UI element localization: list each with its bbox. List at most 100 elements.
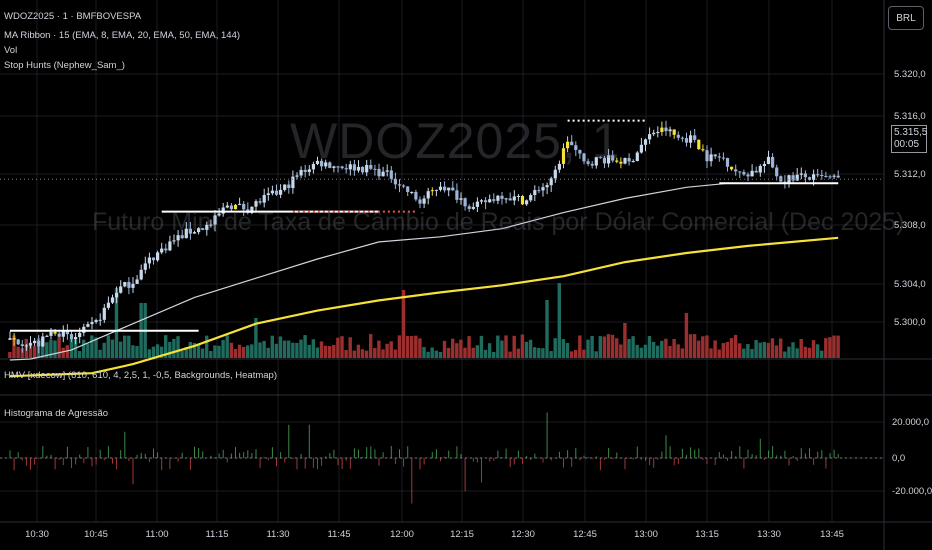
volume-bar — [340, 336, 344, 358]
volume-bar — [16, 346, 20, 358]
candle-body — [758, 166, 762, 173]
volume-bar — [639, 347, 643, 358]
volume-bar — [131, 345, 135, 358]
time-tick-label: 11:45 — [327, 529, 350, 540]
candle-body — [607, 155, 611, 164]
volume-bar — [373, 348, 377, 358]
candle-body — [217, 213, 221, 216]
volume-bar — [336, 337, 340, 358]
candle-body — [635, 152, 639, 162]
volume-bar — [332, 344, 336, 358]
volume-bar — [49, 339, 53, 358]
volume-bar — [287, 340, 291, 358]
candle-body — [545, 185, 549, 188]
volume-bar — [635, 344, 639, 358]
candle-body — [119, 286, 123, 293]
volume-bar — [393, 349, 397, 358]
volume-bar — [688, 334, 693, 358]
ma-ribbon-legend[interactable]: MA Ribbon · 15 (EMA, 8, EMA, 20, EMA, 50… — [4, 30, 241, 41]
volume-bar — [754, 340, 758, 358]
histogram-legend[interactable]: Histograma de Agressão — [4, 408, 109, 419]
volume-bar — [643, 344, 648, 358]
volume-bar — [344, 350, 348, 358]
candle-body — [553, 169, 557, 179]
volume-bar — [360, 349, 365, 358]
stop-hunts-legend[interactable]: Stop Hunts (Nephew_Sam_) — [4, 60, 125, 71]
volume-bar — [118, 341, 123, 358]
volume-bar — [709, 348, 713, 358]
candle-body — [139, 269, 143, 280]
symbol-watermark: WDOZ2025, 1 — [290, 113, 621, 169]
candle-body — [397, 184, 402, 186]
candle-body — [594, 157, 598, 166]
price-tick-label: 5.300,0 — [894, 317, 926, 328]
volume-bar — [606, 334, 611, 358]
volume-bar — [282, 340, 287, 358]
volume-bar — [405, 335, 410, 358]
volume-bar — [225, 335, 229, 358]
time-tick-label: 11:00 — [145, 529, 168, 540]
candle-body — [90, 322, 94, 325]
aggression-histogram — [9, 412, 839, 504]
volume-bar — [377, 340, 381, 358]
candle-body — [205, 224, 209, 230]
candle-body — [795, 174, 799, 181]
volume-bar — [774, 345, 779, 358]
volume-bar — [299, 339, 303, 358]
candle-body — [201, 228, 205, 230]
price-axis: 5.320,0 5.316,0 5.312,0 5.308,0 5.304,0 5.300… — [892, 69, 932, 497]
candle-body — [496, 195, 500, 201]
candle-body — [94, 320, 98, 323]
candle-body — [672, 129, 676, 135]
candle-body — [110, 297, 115, 303]
candle-body — [348, 164, 352, 170]
volume-bar — [750, 349, 754, 358]
candle-body — [463, 198, 467, 207]
candle-body — [500, 195, 504, 199]
volume-bar — [647, 336, 652, 358]
candle-body — [459, 198, 463, 200]
candle-body — [455, 190, 459, 200]
volume-bar — [803, 346, 807, 358]
candle-body — [106, 302, 110, 308]
candle-body — [549, 178, 553, 186]
candle-body — [615, 160, 619, 162]
volume-bar — [471, 347, 475, 358]
volume-bar — [701, 336, 705, 358]
hmv-legend[interactable]: HMV [xdecow] (610, 610, 4, 2,5, 1, -0,5,… — [4, 370, 277, 381]
candle-body — [734, 169, 738, 172]
volume-bar — [475, 345, 479, 358]
time-tick-label: 11:30 — [266, 529, 289, 540]
candle-body — [340, 166, 344, 169]
candle-body — [656, 131, 660, 133]
candle-body — [172, 240, 176, 242]
volume-bar — [110, 339, 115, 358]
candle-body — [631, 161, 635, 163]
volume-bar — [205, 335, 209, 358]
candle-body — [475, 201, 479, 207]
volume-bar — [94, 337, 98, 358]
time-tick-label: 10:30 — [25, 529, 49, 540]
candle-body — [381, 171, 385, 177]
candle-body — [566, 141, 570, 149]
candle-body — [373, 168, 377, 170]
volume-legend[interactable]: Vol — [4, 45, 18, 56]
candle-body — [590, 163, 594, 166]
volume-bar — [32, 346, 37, 358]
candle-body — [652, 132, 656, 135]
candle-body — [520, 196, 525, 205]
candle-body — [233, 204, 238, 210]
currency-button[interactable]: BRL — [888, 6, 924, 30]
volume-bar — [725, 341, 730, 358]
volume-bar — [660, 340, 664, 358]
volume-bar — [787, 346, 791, 358]
volume-bar — [721, 343, 725, 358]
volume-bar — [311, 339, 315, 358]
volume-bar — [274, 343, 279, 358]
symbol-title[interactable]: WDOZ2025 · 1 · BMFBOVESPA — [4, 11, 142, 22]
candle-body — [123, 281, 127, 287]
volume-bar — [250, 344, 254, 358]
volume-bar — [401, 290, 406, 358]
volume-bar — [561, 339, 566, 358]
